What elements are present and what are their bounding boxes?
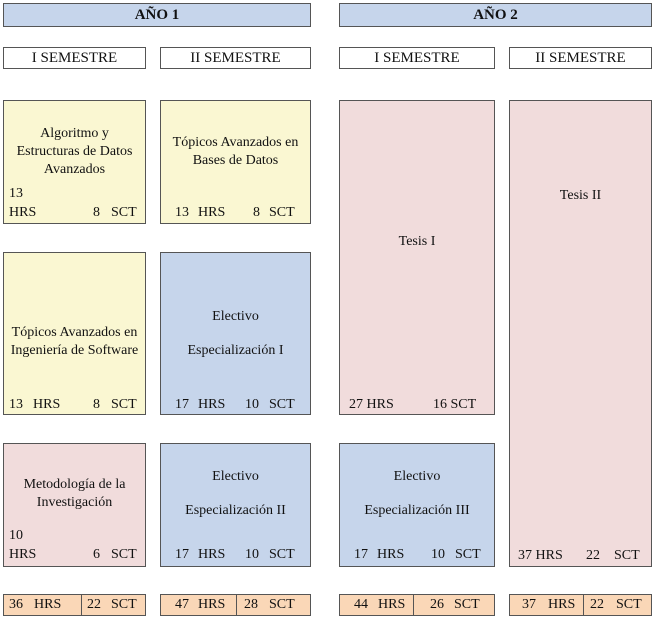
course-topicos-ingenieria-software: Tópicos Avanzados en Ingeniería de Softw…: [3, 252, 146, 415]
course-title-line-1: Electivo: [212, 469, 259, 484]
total-credits-number: 28: [244, 597, 258, 612]
course-credits-number: 22: [586, 548, 600, 563]
course-electivo-especializacion-3: Electivo Especialización III 17 HRS 10 S…: [339, 443, 495, 567]
course-title: Tópicos Avanzados en Ingeniería de Softw…: [10, 325, 139, 358]
course-credits-unit: SCT: [614, 548, 640, 563]
semester-label: II SEMESTRE: [190, 50, 281, 66]
semester-total-y2s2: 37 HRS 22 SCT: [509, 594, 652, 616]
year-1-label: AÑO 1: [134, 7, 180, 23]
semester-total-y1s1: 36 HRS 22 SCT: [3, 594, 146, 616]
course-hours-unit: HRS: [33, 397, 61, 412]
total-divider: [81, 595, 82, 615]
course-hours-number: 13: [9, 186, 23, 201]
course-hours-number: 17: [175, 397, 189, 412]
course-title: Algoritmo y Estructuras de Datos Avanzad…: [16, 126, 133, 177]
course-hours-number: 13: [175, 205, 189, 220]
course-hours-number: 17: [175, 547, 189, 562]
course-electivo-especializacion-2: Electivo Especialización II 17 HRS 10 SC…: [160, 443, 311, 567]
semester-header-y2s2: II SEMESTRE: [509, 47, 652, 69]
total-credits-unit: SCT: [454, 597, 480, 612]
total-hours-unit: HRS: [34, 597, 62, 612]
course-hours-number: 13: [9, 397, 23, 412]
course-credits-unit: SCT: [269, 397, 295, 412]
total-hours-number: 36: [9, 597, 23, 612]
course-credits-number: 10: [431, 547, 445, 562]
semester-header-y2s1: I SEMESTRE: [339, 47, 495, 69]
course-credits-number: 6: [93, 547, 100, 562]
total-credits-number: 22: [590, 597, 604, 612]
course-hours-number: 17: [354, 547, 368, 562]
total-hours-unit: HRS: [198, 597, 226, 612]
course-credits: 16 SCT: [433, 397, 477, 412]
course-credits-number: 8: [253, 205, 260, 220]
total-credits-unit: SCT: [616, 597, 642, 612]
course-tesis-2: Tesis II 37 HRS 22 SCT: [509, 100, 652, 567]
course-hours-unit: HRS: [198, 205, 226, 220]
year-2-label: AÑO 2: [473, 7, 518, 23]
course-credits-unit: SCT: [111, 547, 137, 562]
year-1-header: AÑO 1: [3, 3, 311, 27]
course-credits-number: 8: [93, 397, 100, 412]
semester-label: II SEMESTRE: [535, 50, 626, 66]
course-title-line-2: Especialización I: [187, 343, 284, 358]
semester-label: I SEMESTRE: [31, 50, 118, 66]
course-title: Tópicos Avanzados en Bases de Datos: [172, 135, 299, 168]
course-credits-number: 10: [245, 547, 259, 562]
total-credits-number: 22: [87, 597, 101, 612]
total-credits-unit: SCT: [269, 597, 295, 612]
course-credits-number: 8: [93, 205, 100, 220]
semester-total-y1s2: 47 HRS 28 SCT: [160, 594, 311, 616]
course-title: Tesis I: [398, 234, 436, 249]
total-credits-number: 26: [430, 597, 444, 612]
semester-header-y1s1: I SEMESTRE: [3, 47, 146, 69]
course-title-line-1: Electivo: [393, 469, 441, 484]
course-tesis-1: Tesis I 27 HRS 16 SCT: [339, 100, 495, 415]
year-2-header: AÑO 2: [339, 3, 652, 27]
total-divider: [583, 595, 584, 615]
course-topicos-bases-de-datos: Tópicos Avanzados en Bases de Datos 13 H…: [160, 100, 311, 224]
course-credits-unit: SCT: [111, 205, 137, 220]
course-title-line-1: Electivo: [212, 309, 259, 324]
total-hours-number: 37: [522, 597, 536, 612]
course-algoritmo: Algoritmo y Estructuras de Datos Avanzad…: [3, 100, 146, 224]
total-divider: [413, 595, 414, 615]
total-hours-number: 47: [175, 597, 189, 612]
course-hours-unit: HRS: [377, 547, 405, 562]
total-hours-unit: HRS: [378, 597, 406, 612]
course-hours-unit: HRS: [9, 205, 37, 220]
course-title: Metodología de la Investigación: [23, 477, 126, 510]
total-divider: [236, 595, 237, 615]
course-title-line-2: Especialización III: [364, 503, 470, 518]
course-hours-unit: HRS: [198, 397, 226, 412]
semester-label: I SEMESTRE: [374, 50, 460, 66]
course-credits-unit: SCT: [455, 547, 481, 562]
course-electivo-especializacion-1: Electivo Especialización I 17 HRS 10 SCT: [160, 252, 311, 415]
course-credits-unit: SCT: [269, 205, 295, 220]
course-metodologia-investigacion: Metodología de la Investigación 10 HRS 6…: [3, 443, 146, 567]
course-credits-unit: SCT: [111, 397, 137, 412]
total-hours-number: 44: [354, 597, 368, 612]
course-title-line-2: Especialización II: [185, 503, 286, 518]
course-hours-unit: HRS: [9, 547, 37, 562]
semester-header-y1s2: II SEMESTRE: [160, 47, 311, 69]
total-credits-unit: SCT: [111, 597, 137, 612]
semester-total-y2s1: 44 HRS 26 SCT: [339, 594, 495, 616]
course-hours: 27 HRS: [349, 397, 394, 412]
course-credits-number: 10: [245, 397, 259, 412]
course-hours-number: 10: [9, 528, 23, 543]
course-title: Tesis II: [559, 188, 602, 203]
course-hours-unit: HRS: [198, 547, 226, 562]
total-hours-unit: HRS: [548, 597, 576, 612]
course-hours: 37 HRS: [518, 548, 563, 563]
course-credits-unit: SCT: [269, 547, 295, 562]
